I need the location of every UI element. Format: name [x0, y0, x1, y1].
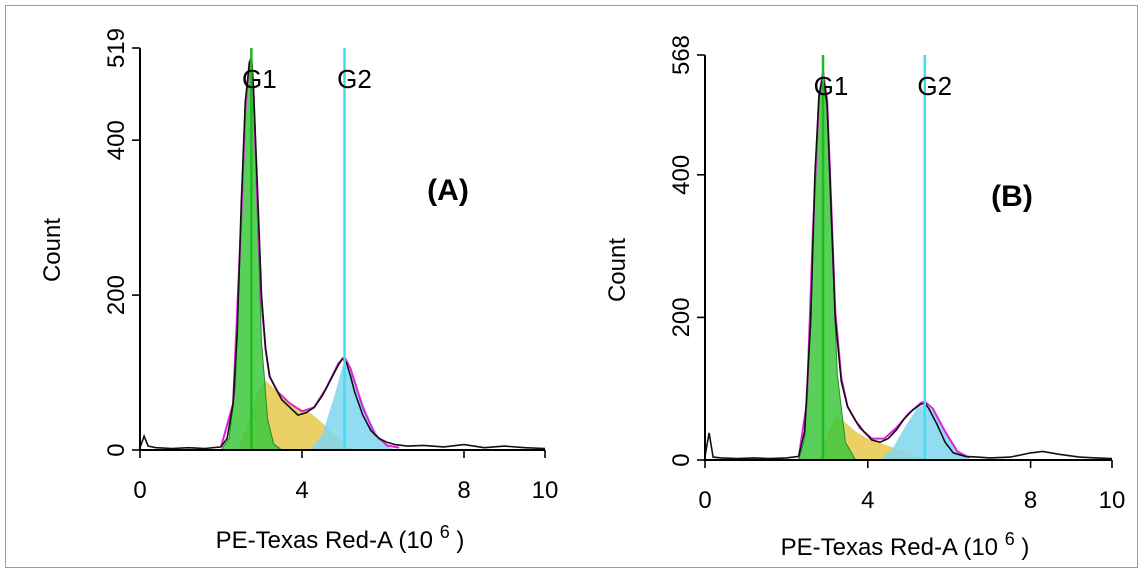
chart-panel-b: G1 G2 0 4 8 10 0 200 400 568 Count PE-Texas Red-A (…	[604, 35, 1125, 561]
x-axis-unit-base: (10	[963, 534, 1004, 561]
g2-peak-area	[310, 363, 396, 450]
histogram-line	[704, 74, 1113, 460]
figure-frame	[5, 5, 1138, 568]
chart-panel-a: G1 G2 0 4 8 10 0 200 400 519 Count PE-Texas Red-A (…	[39, 28, 558, 554]
x-axis-title: PE-Texas Red-A (10 6 )	[216, 522, 465, 554]
x-tick-label: 8	[1024, 487, 1037, 514]
x-tick-label: 10	[532, 477, 559, 504]
x-tick-label: 10	[1099, 487, 1126, 514]
y-axis-title: Count	[604, 238, 631, 302]
y-tick-label: 0	[668, 453, 695, 466]
x-tick-label: 0	[133, 477, 146, 504]
x-tick-label: 0	[698, 487, 711, 514]
gate-label-g2: G2	[917, 71, 952, 101]
y-tick-label: 200	[103, 275, 130, 315]
x-axis-unit-base: (10	[398, 527, 439, 554]
gate-label-g2: G2	[337, 64, 372, 94]
x-axis-unit-exponent: 6	[440, 522, 450, 542]
y-tick-label: 400	[668, 155, 695, 195]
x-tick-label: 4	[861, 487, 874, 514]
y-axis-title: Count	[39, 218, 66, 282]
x-axis-name: PE-Texas Red-A	[216, 527, 399, 554]
y-tick-label: 400	[103, 120, 130, 160]
x-axis-name: PE-Texas Red-A	[781, 534, 964, 561]
x-axis-title: PE-Texas Red-A (10 6 )	[781, 529, 1030, 561]
x-axis-unit-exponent: 6	[1005, 529, 1015, 549]
x-axis-unit-close: )	[450, 527, 465, 554]
x-tick-label: 8	[457, 477, 470, 504]
x-tick-label: 4	[295, 477, 308, 504]
histogram-line	[139, 55, 546, 450]
y-tick-label: 0	[103, 443, 130, 456]
x-axis-unit-close: )	[1015, 534, 1030, 561]
y-tick-label: 200	[668, 297, 695, 337]
y-tick-label: 519	[103, 28, 130, 68]
panel-label: (A)	[427, 174, 469, 207]
gate-label-g1: G1	[242, 64, 277, 94]
gate-label-g1: G1	[814, 71, 849, 101]
y-tick-label: 568	[668, 35, 695, 75]
panel-label: (B)	[991, 180, 1033, 213]
